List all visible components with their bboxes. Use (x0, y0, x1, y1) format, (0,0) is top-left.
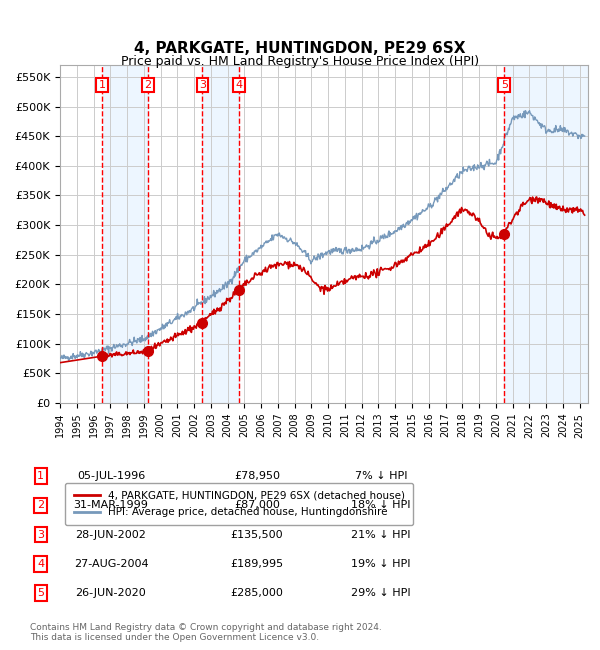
Text: 3: 3 (199, 80, 206, 90)
Text: 26-JUN-2020: 26-JUN-2020 (76, 588, 146, 598)
Text: 3: 3 (37, 530, 44, 540)
Text: 18% ↓ HPI: 18% ↓ HPI (351, 500, 411, 510)
Text: 5: 5 (500, 80, 508, 90)
Text: 29% ↓ HPI: 29% ↓ HPI (351, 588, 411, 598)
Text: 4, PARKGATE, HUNTINGDON, PE29 6SX: 4, PARKGATE, HUNTINGDON, PE29 6SX (134, 41, 466, 57)
Bar (202, 65, 239, 403)
Text: £135,500: £135,500 (230, 530, 283, 540)
Text: 27-AUG-2004: 27-AUG-2004 (74, 559, 148, 569)
Text: 4: 4 (37, 559, 44, 569)
Text: Contains HM Land Registry data © Crown copyright and database right 2024.
This d: Contains HM Land Registry data © Crown c… (30, 623, 382, 642)
Text: 1: 1 (98, 80, 106, 90)
Text: 05-JUL-1996: 05-JUL-1996 (77, 471, 145, 481)
Bar (102, 65, 148, 403)
Text: 2: 2 (37, 500, 44, 510)
Bar (60, 65, 102, 403)
Text: 1: 1 (37, 471, 44, 481)
Text: 19% ↓ HPI: 19% ↓ HPI (351, 559, 411, 569)
Text: 7% ↓ HPI: 7% ↓ HPI (355, 471, 407, 481)
Text: 4: 4 (235, 80, 242, 90)
Bar (504, 65, 588, 403)
Text: 21% ↓ HPI: 21% ↓ HPI (351, 530, 411, 540)
Text: 31-MAR-1999: 31-MAR-1999 (74, 500, 148, 510)
Text: Price paid vs. HM Land Registry's House Price Index (HPI): Price paid vs. HM Land Registry's House … (121, 55, 479, 68)
Text: £78,950: £78,950 (234, 471, 280, 481)
Text: 5: 5 (37, 588, 44, 598)
Text: £189,995: £189,995 (230, 559, 283, 569)
Legend: 4, PARKGATE, HUNTINGDON, PE29 6SX (detached house), HPI: Average price, detached: 4, PARKGATE, HUNTINGDON, PE29 6SX (detac… (65, 482, 413, 525)
Text: £87,000: £87,000 (234, 500, 280, 510)
Text: 2: 2 (145, 80, 152, 90)
Text: £285,000: £285,000 (230, 588, 283, 598)
Text: 28-JUN-2002: 28-JUN-2002 (76, 530, 146, 540)
